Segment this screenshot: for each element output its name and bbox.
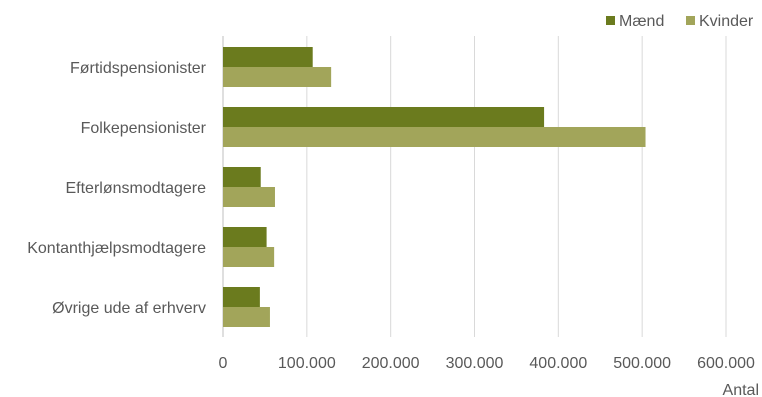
bar-kvinder xyxy=(223,187,275,207)
bar-kvinder xyxy=(223,127,646,147)
legend-label: Kvinder xyxy=(699,13,754,30)
x-tick-label: 200.000 xyxy=(362,355,420,372)
category-label: Førtidspensionister xyxy=(70,60,207,77)
category-label: Efterlønsmodtagere xyxy=(65,180,206,197)
x-tick-label: 300.000 xyxy=(446,355,504,372)
x-tick-labels: 0 100.000 200.000 300.000 400.000 500.000 600.… xyxy=(219,355,755,372)
category-labels: Førtidspensionister Folkepensionister Efte… xyxy=(27,60,206,317)
legend-label: Mænd xyxy=(619,13,664,30)
legend-swatch xyxy=(606,16,615,25)
x-tick-label: 400.000 xyxy=(529,355,587,372)
bar-maend xyxy=(223,287,260,307)
x-tick-label: 100.000 xyxy=(278,355,336,372)
x-axis-label: Antal xyxy=(723,382,759,397)
x-tick-label: 600.000 xyxy=(697,355,755,372)
category-label: Folkepensionister xyxy=(81,120,207,137)
bar-maend xyxy=(223,167,261,187)
bar-kvinder xyxy=(223,247,275,267)
legend: Mænd Kvinder xyxy=(606,13,754,30)
bar-kvinder xyxy=(223,307,270,327)
bar-maend xyxy=(223,107,545,127)
category-label: Øvrige ude af erhverv xyxy=(52,300,206,317)
bar-maend xyxy=(223,47,313,67)
bar-maend xyxy=(223,227,267,247)
bars xyxy=(223,47,646,327)
x-tick-label: 500.000 xyxy=(613,355,671,372)
bar-kvinder xyxy=(223,67,332,87)
legend-swatch xyxy=(686,16,695,25)
category-label: Kontanthjælpsmodtagere xyxy=(27,240,206,257)
x-tick-label: 0 xyxy=(219,355,228,372)
